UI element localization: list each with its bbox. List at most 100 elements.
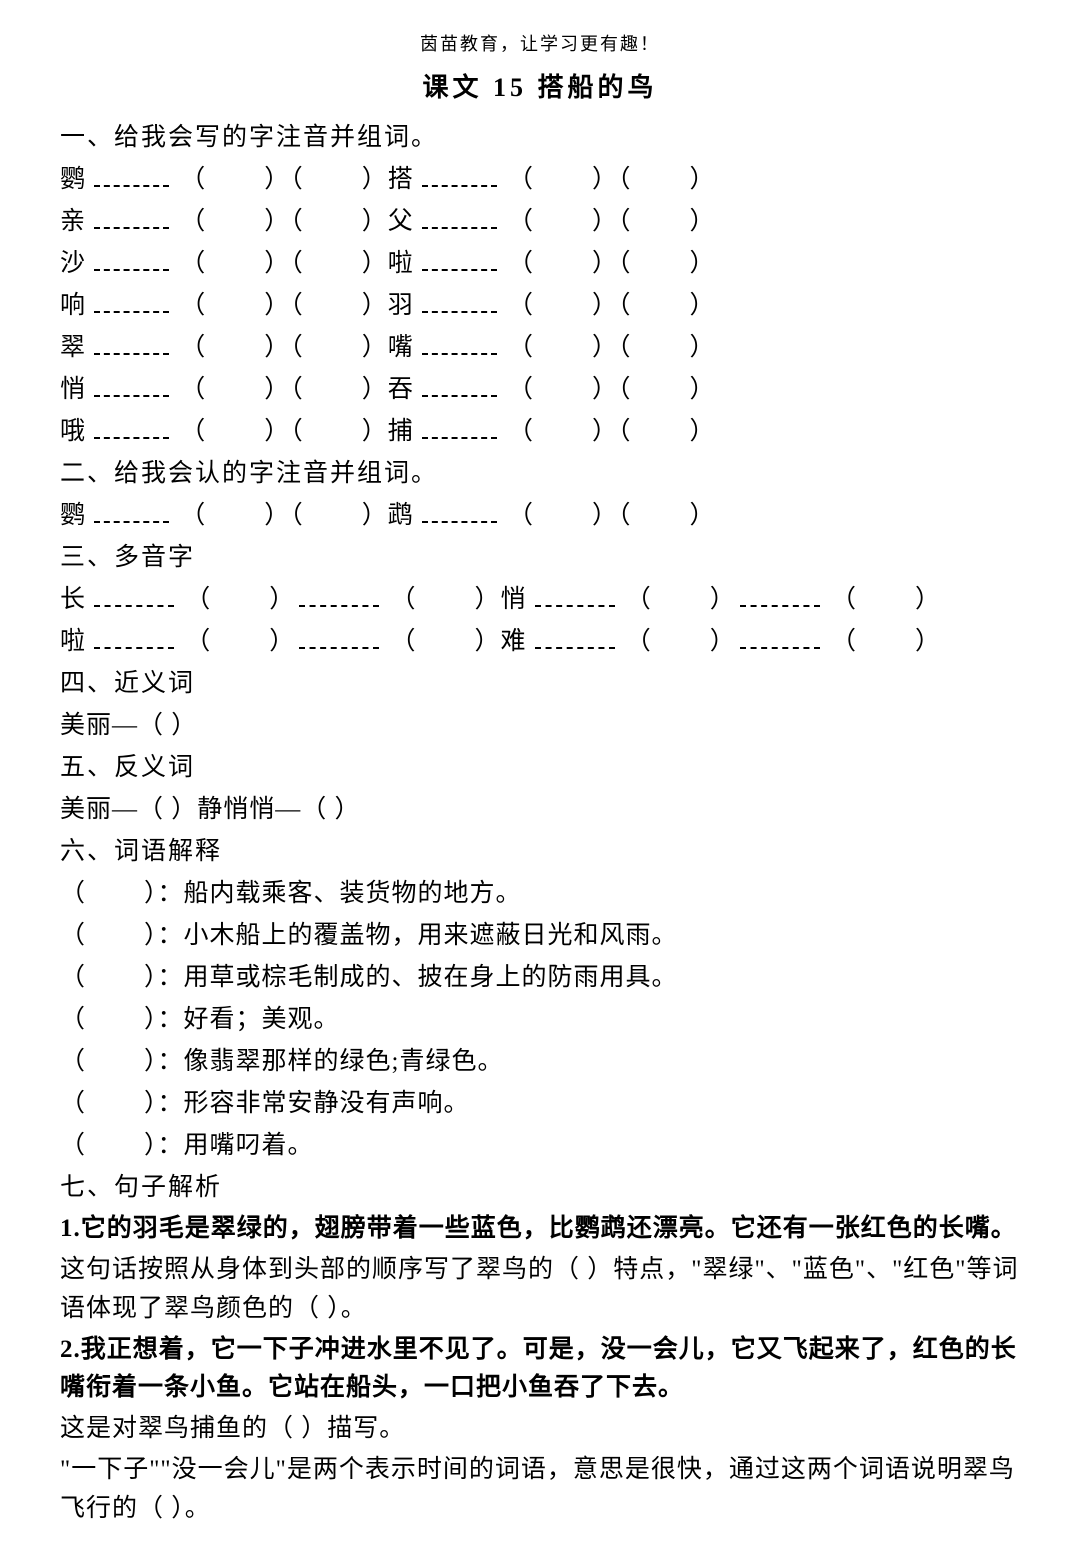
char-blank-pair: 鹉 （ ）（ ） bbox=[388, 496, 716, 536]
word-blanks[interactable]: （ ）（ ） bbox=[173, 202, 388, 242]
pinyin-blank[interactable] bbox=[94, 501, 169, 524]
char-blank-pair: 嘴 （ ）（ ） bbox=[388, 328, 716, 368]
character: 鹦 bbox=[60, 496, 90, 536]
word-blank[interactable]: （ ） bbox=[619, 622, 736, 662]
pinyin-blank[interactable] bbox=[94, 165, 169, 188]
character: 哦 bbox=[60, 412, 90, 452]
pinyin-blank[interactable] bbox=[422, 417, 497, 440]
word-blanks[interactable]: （ ）（ ） bbox=[501, 412, 716, 452]
word-blanks[interactable]: （ ）（ ） bbox=[501, 202, 716, 242]
character: 悄 bbox=[60, 370, 90, 410]
pinyin-blank[interactable] bbox=[94, 417, 169, 440]
polyphone-pair: 难 （ ） （ ） bbox=[501, 622, 942, 662]
char-blank-pair: 翠 （ ）（ ） bbox=[60, 328, 388, 368]
reading-blank[interactable] bbox=[535, 585, 615, 608]
character: 悄 bbox=[501, 580, 531, 620]
polyphone-row: 啦 （ ） （ ） 难 （ ） （ ） bbox=[60, 622, 1020, 662]
pinyin-blank[interactable] bbox=[94, 291, 169, 314]
reading-blank[interactable] bbox=[94, 585, 174, 608]
section-7-heading: 七、句子解析 bbox=[60, 1168, 1020, 1208]
character: 嘴 bbox=[388, 328, 418, 368]
word-blanks[interactable]: （ ）（ ） bbox=[173, 328, 388, 368]
polyphone-pair: 长 （ ） （ ） bbox=[60, 580, 501, 620]
word-blanks[interactable]: （ ）（ ） bbox=[173, 160, 388, 200]
char-blank-pair: 沙 （ ）（ ） bbox=[60, 244, 388, 284]
section-4-heading: 四、近义词 bbox=[60, 664, 1020, 704]
definition-row: （ ）：用草或棕毛制成的、披在身上的防雨用具。 bbox=[60, 958, 1020, 998]
char-row: 亲 （ ）（ ） 父 （ ）（ ） bbox=[60, 202, 1020, 242]
character: 亲 bbox=[60, 202, 90, 242]
word-blanks[interactable]: （ ）（ ） bbox=[173, 286, 388, 326]
character: 啦 bbox=[60, 622, 90, 662]
definition-row: （ ）：船内载乘客、装货物的地方。 bbox=[60, 874, 1020, 914]
character: 响 bbox=[60, 286, 90, 326]
character: 鹉 bbox=[388, 496, 418, 536]
character: 捕 bbox=[388, 412, 418, 452]
pinyin-blank[interactable] bbox=[422, 249, 497, 272]
char-blank-pair: 啦 （ ）（ ） bbox=[388, 244, 716, 284]
polyphone-pair: 悄 （ ） （ ） bbox=[501, 580, 942, 620]
pinyin-blank[interactable] bbox=[94, 375, 169, 398]
word-blanks[interactable]: （ ）（ ） bbox=[501, 244, 716, 284]
pinyin-blank[interactable] bbox=[422, 291, 497, 314]
word-blanks[interactable]: （ ）（ ） bbox=[501, 328, 716, 368]
word-blank[interactable]: （ ） bbox=[178, 622, 295, 662]
reading-blank[interactable] bbox=[535, 627, 615, 650]
pinyin-blank[interactable] bbox=[422, 375, 497, 398]
pinyin-blank[interactable] bbox=[94, 207, 169, 230]
word-blanks[interactable]: （ ）（ ） bbox=[173, 370, 388, 410]
char-blank-pair: 搭 （ ）（ ） bbox=[388, 160, 716, 200]
pinyin-blank[interactable] bbox=[422, 207, 497, 230]
character: 沙 bbox=[60, 244, 90, 284]
reading-blank[interactable] bbox=[740, 585, 820, 608]
definition-row: （ ）：像翡翠那样的绿色;青绿色。 bbox=[60, 1042, 1020, 1082]
section-5-heading: 五、反义词 bbox=[60, 748, 1020, 788]
char-row: 鹦 （ ）（ ） 鹉 （ ）（ ） bbox=[60, 496, 1020, 536]
definition-row: （ ）：形容非常安静没有声响。 bbox=[60, 1084, 1020, 1124]
char-row: 翠 （ ）（ ） 嘴 （ ）（ ） bbox=[60, 328, 1020, 368]
word-blank[interactable]: （ ） bbox=[383, 622, 500, 662]
q1-answer: 这句话按照从身体到头部的顺序写了翠鸟的（ ）特点，"翠绿"、"蓝色"、"红色"等… bbox=[60, 1251, 1020, 1329]
header-text: 茵苗教育，让学习更有趣！ bbox=[60, 30, 1020, 59]
char-row: 响 （ ）（ ） 羽 （ ）（ ） bbox=[60, 286, 1020, 326]
word-blanks[interactable]: （ ）（ ） bbox=[173, 244, 388, 284]
reading-blank[interactable] bbox=[740, 627, 820, 650]
pinyin-blank[interactable] bbox=[94, 333, 169, 356]
char-blank-pair: 哦 （ ）（ ） bbox=[60, 412, 388, 452]
pinyin-blank[interactable] bbox=[422, 501, 497, 524]
word-blank[interactable]: （ ） bbox=[824, 580, 941, 620]
word-blanks[interactable]: （ ）（ ） bbox=[501, 286, 716, 326]
char-row: 沙 （ ）（ ） 啦 （ ）（ ） bbox=[60, 244, 1020, 284]
pinyin-blank[interactable] bbox=[422, 165, 497, 188]
character: 吞 bbox=[388, 370, 418, 410]
word-blank[interactable]: （ ） bbox=[383, 580, 500, 620]
section-6-heading: 六、词语解释 bbox=[60, 832, 1020, 872]
word-blank[interactable]: （ ） bbox=[178, 580, 295, 620]
word-blanks[interactable]: （ ）（ ） bbox=[501, 496, 716, 536]
word-blank[interactable]: （ ） bbox=[824, 622, 941, 662]
character: 鹦 bbox=[60, 160, 90, 200]
reading-blank[interactable] bbox=[299, 585, 379, 608]
char-blank-pair: 鹦 （ ）（ ） bbox=[60, 160, 388, 200]
character: 啦 bbox=[388, 244, 418, 284]
polyphone-row: 长 （ ） （ ） 悄 （ ） （ ） bbox=[60, 580, 1020, 620]
character: 长 bbox=[60, 580, 90, 620]
pinyin-blank[interactable] bbox=[422, 333, 497, 356]
word-blanks[interactable]: （ ）（ ） bbox=[173, 412, 388, 452]
char-blank-pair: 鹦 （ ）（ ） bbox=[60, 496, 388, 536]
word-blanks[interactable]: （ ）（ ） bbox=[501, 160, 716, 200]
char-blank-pair: 捕 （ ）（ ） bbox=[388, 412, 716, 452]
q2-answer-2: "一下子""没一会儿"是两个表示时间的词语，意思是很快，通过这两个词语说明翠鸟飞… bbox=[60, 1451, 1020, 1529]
word-blanks[interactable]: （ ）（ ） bbox=[501, 370, 716, 410]
reading-blank[interactable] bbox=[94, 627, 174, 650]
word-blank[interactable]: （ ） bbox=[619, 580, 736, 620]
reading-blank[interactable] bbox=[299, 627, 379, 650]
pinyin-blank[interactable] bbox=[94, 249, 169, 272]
lesson-title: 课文 15 搭船的鸟 bbox=[60, 67, 1020, 109]
char-blank-pair: 吞 （ ）（ ） bbox=[388, 370, 716, 410]
section-1-heading: 一、给我会写的字注音并组词。 bbox=[60, 118, 1020, 158]
character: 羽 bbox=[388, 286, 418, 326]
antonym-line: 美丽—（ ）静悄悄—（ ） bbox=[60, 790, 1020, 830]
char-blank-pair: 羽 （ ）（ ） bbox=[388, 286, 716, 326]
word-blanks[interactable]: （ ）（ ） bbox=[173, 496, 388, 536]
